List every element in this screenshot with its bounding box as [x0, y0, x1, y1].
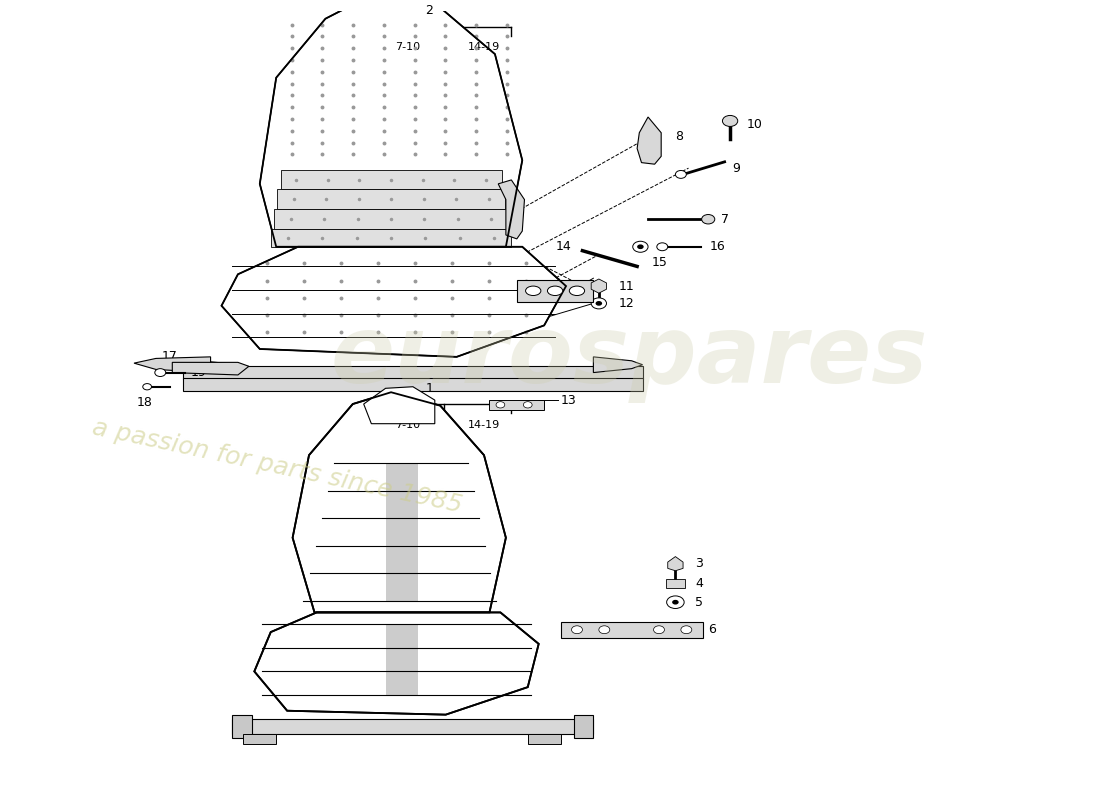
- Text: 2: 2: [426, 4, 433, 17]
- Circle shape: [637, 245, 644, 249]
- Text: 7-10: 7-10: [395, 42, 420, 52]
- Text: 12: 12: [618, 297, 635, 310]
- Polygon shape: [386, 671, 418, 695]
- Text: 4: 4: [695, 577, 703, 590]
- Polygon shape: [574, 714, 593, 738]
- Polygon shape: [386, 518, 418, 546]
- Polygon shape: [386, 624, 418, 648]
- Ellipse shape: [526, 286, 541, 295]
- Polygon shape: [254, 613, 539, 714]
- Polygon shape: [243, 734, 276, 744]
- Polygon shape: [666, 578, 685, 588]
- Polygon shape: [528, 734, 561, 744]
- Polygon shape: [386, 573, 418, 601]
- Polygon shape: [293, 392, 506, 613]
- Polygon shape: [173, 362, 249, 375]
- Text: 15: 15: [651, 256, 668, 269]
- Text: 18: 18: [138, 396, 153, 409]
- Circle shape: [681, 626, 692, 634]
- Text: 9: 9: [733, 162, 740, 174]
- Circle shape: [723, 115, 738, 126]
- Text: 19: 19: [191, 366, 207, 379]
- Text: 11: 11: [618, 279, 635, 293]
- Polygon shape: [386, 648, 418, 671]
- Polygon shape: [184, 366, 642, 379]
- Text: 16: 16: [710, 240, 725, 254]
- Circle shape: [591, 298, 606, 309]
- Text: 17: 17: [162, 350, 177, 363]
- Circle shape: [653, 626, 664, 634]
- Polygon shape: [260, 0, 522, 246]
- Polygon shape: [134, 357, 210, 373]
- Circle shape: [632, 242, 648, 252]
- Text: 6: 6: [708, 623, 716, 636]
- Text: 14: 14: [556, 240, 572, 254]
- Text: 10: 10: [747, 118, 762, 131]
- Circle shape: [672, 600, 679, 605]
- Text: 3: 3: [695, 557, 703, 570]
- Text: 13: 13: [561, 394, 576, 406]
- Polygon shape: [232, 718, 593, 734]
- Circle shape: [675, 170, 686, 178]
- Circle shape: [496, 402, 505, 408]
- Polygon shape: [593, 357, 642, 373]
- Circle shape: [155, 369, 166, 377]
- Text: a passion for parts since 1985: a passion for parts since 1985: [90, 416, 465, 518]
- Text: 14-19: 14-19: [468, 42, 500, 52]
- Polygon shape: [184, 378, 642, 390]
- Polygon shape: [517, 280, 593, 302]
- Polygon shape: [274, 209, 508, 229]
- Polygon shape: [280, 170, 502, 190]
- Circle shape: [667, 596, 684, 609]
- Circle shape: [524, 402, 532, 408]
- Polygon shape: [232, 714, 252, 738]
- Polygon shape: [561, 622, 703, 638]
- Circle shape: [143, 383, 152, 390]
- Polygon shape: [490, 400, 544, 410]
- Ellipse shape: [570, 286, 584, 295]
- Text: 8: 8: [675, 130, 683, 143]
- Polygon shape: [498, 180, 525, 239]
- Polygon shape: [271, 229, 512, 246]
- Text: 1: 1: [426, 382, 433, 394]
- Circle shape: [595, 301, 602, 306]
- Circle shape: [657, 243, 668, 250]
- Circle shape: [572, 626, 582, 634]
- Text: eurospares: eurospares: [331, 311, 928, 403]
- Polygon shape: [386, 490, 418, 518]
- Circle shape: [598, 626, 609, 634]
- Text: 14-19: 14-19: [468, 420, 500, 430]
- Polygon shape: [221, 246, 566, 357]
- Polygon shape: [637, 117, 661, 164]
- Circle shape: [702, 214, 715, 224]
- Text: 7-10: 7-10: [395, 420, 420, 430]
- Polygon shape: [591, 279, 606, 293]
- Polygon shape: [386, 463, 418, 490]
- Text: 5: 5: [695, 596, 703, 609]
- Ellipse shape: [548, 286, 563, 295]
- Polygon shape: [668, 557, 683, 570]
- Polygon shape: [364, 386, 434, 424]
- Text: 7: 7: [722, 213, 729, 226]
- Polygon shape: [386, 546, 418, 573]
- Polygon shape: [277, 190, 505, 209]
